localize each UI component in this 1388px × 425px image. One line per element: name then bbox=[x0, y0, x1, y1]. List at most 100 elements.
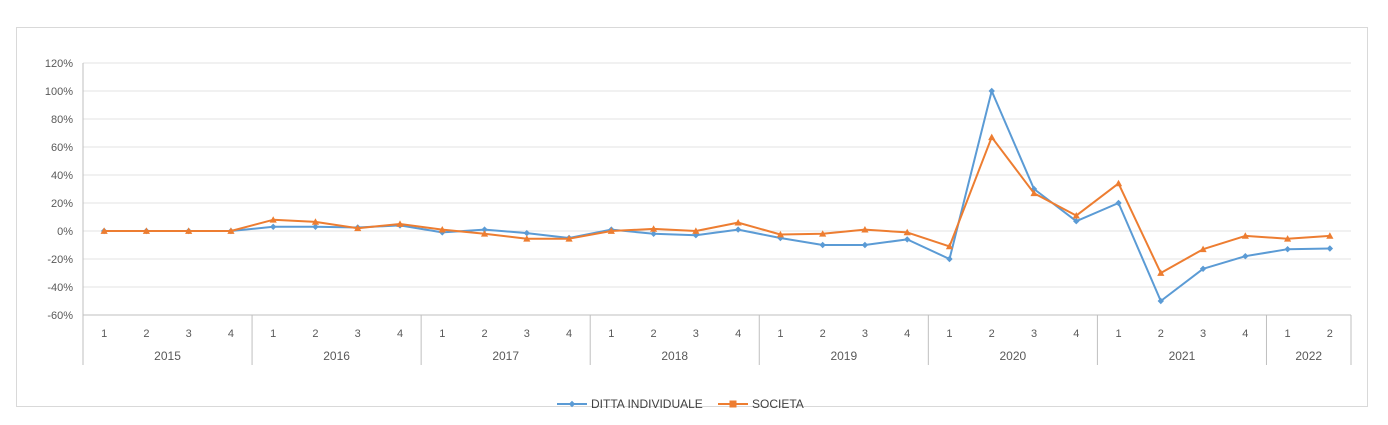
x-tick-label: 4 bbox=[397, 328, 403, 340]
data-point bbox=[481, 226, 488, 233]
data-point bbox=[396, 220, 404, 227]
data-point bbox=[1199, 245, 1207, 253]
data-point bbox=[1030, 189, 1038, 197]
x-tick-label: 4 bbox=[228, 328, 234, 340]
data-point bbox=[1284, 246, 1291, 253]
data-point bbox=[819, 230, 827, 237]
x-tick-label: 3 bbox=[1031, 328, 1037, 340]
x-tick-label: 3 bbox=[355, 328, 361, 340]
data-point bbox=[1284, 235, 1292, 242]
x-tick-label: 4 bbox=[1073, 328, 1079, 340]
y-tick-label: 120% bbox=[45, 58, 73, 70]
legend-label: DITTA INDIVIDUALE bbox=[591, 397, 703, 408]
data-point bbox=[777, 234, 784, 242]
data-point bbox=[650, 225, 658, 232]
legend-marker bbox=[568, 400, 576, 408]
data-point bbox=[565, 235, 573, 242]
series-line-societa bbox=[104, 136, 1330, 274]
x-tick-label: 1 bbox=[439, 328, 445, 340]
gridlines bbox=[83, 62, 1351, 316]
y-tick-label: 40% bbox=[51, 170, 73, 182]
axes: 120%100%80%60%40%20%0%-20%-40%-60%1 2 3 4 1 2… bbox=[45, 58, 1352, 365]
data-point bbox=[480, 230, 489, 237]
y-tick-label: 100% bbox=[45, 86, 73, 98]
legend-marker bbox=[729, 400, 737, 408]
x-tick-label: 4 bbox=[566, 328, 572, 340]
data-point bbox=[734, 219, 742, 226]
data-point bbox=[1114, 179, 1123, 187]
x-tick-label: 3 bbox=[862, 328, 868, 340]
data-point bbox=[607, 227, 615, 234]
data-point bbox=[946, 255, 953, 263]
legend-label: SOCIETA bbox=[752, 397, 804, 408]
series-line-ditta-individuale bbox=[104, 90, 1330, 302]
data-point bbox=[988, 87, 995, 95]
y-tick-label: 80% bbox=[51, 114, 73, 126]
data-point bbox=[438, 226, 446, 233]
data-point bbox=[903, 228, 911, 236]
data-point bbox=[227, 227, 235, 234]
data-point bbox=[312, 223, 319, 230]
data-point bbox=[1326, 245, 1334, 252]
x-tick-label: 4 bbox=[735, 328, 741, 340]
x-tick-label: 2 bbox=[1158, 328, 1164, 340]
x-tick-label: 4 bbox=[1242, 328, 1248, 340]
y-tick-label: -60% bbox=[47, 310, 73, 322]
x-tick-label: 1 bbox=[270, 328, 276, 340]
x-tick-label: 2 bbox=[312, 328, 318, 340]
x-tick-label: 2 bbox=[143, 328, 149, 340]
year-label: 2017 bbox=[492, 349, 519, 363]
x-tick-label: 2 bbox=[481, 328, 487, 340]
x-tick-label: 1 bbox=[101, 328, 107, 340]
x-tick-label: 1 bbox=[608, 328, 614, 340]
x-tick-label: 3 bbox=[524, 328, 530, 340]
data-point bbox=[650, 230, 657, 237]
data-point bbox=[904, 236, 911, 243]
data-point bbox=[1157, 297, 1164, 305]
data-point bbox=[311, 218, 320, 225]
line-chart: 120%100%80%60%40%20%0%-20%-40%-60%1 2 3 4 1 2… bbox=[45, 58, 1352, 408]
y-tick-label: 20% bbox=[51, 198, 73, 210]
data-point bbox=[142, 227, 150, 234]
y-tick-label: 60% bbox=[51, 142, 73, 154]
data-point bbox=[776, 230, 784, 238]
data-point bbox=[1242, 253, 1249, 260]
year-label: 2018 bbox=[661, 349, 688, 363]
data-point bbox=[1199, 265, 1207, 272]
x-tick-label: 3 bbox=[186, 328, 192, 340]
year-label: 2016 bbox=[323, 349, 350, 363]
year-label: 2015 bbox=[154, 349, 181, 363]
data-point bbox=[819, 241, 826, 249]
data-point bbox=[734, 226, 742, 233]
x-tick-label: 1 bbox=[946, 328, 952, 340]
x-tick-label: 3 bbox=[1200, 328, 1206, 340]
y-tick-label: -20% bbox=[47, 254, 73, 266]
x-tick-label: 2 bbox=[989, 328, 995, 340]
data-point bbox=[354, 224, 362, 232]
data-point bbox=[100, 227, 108, 234]
x-tick-label: 1 bbox=[1115, 328, 1121, 340]
chart-frame: 120% 100% 80% 60% 40% 20% 0% -20% -40% -60% 1 2 3 4 1 2… bbox=[16, 27, 1368, 408]
data-point bbox=[270, 223, 277, 230]
series-lines bbox=[100, 87, 1334, 305]
x-tick-label: 2 bbox=[651, 328, 657, 340]
data-point bbox=[945, 242, 954, 250]
x-tick-label: 4 bbox=[904, 328, 910, 340]
data-point bbox=[861, 226, 869, 233]
data-point bbox=[1241, 232, 1249, 239]
y-tick-label: 0% bbox=[57, 226, 73, 238]
year-label: 2022 bbox=[1295, 349, 1322, 363]
year-label: 2021 bbox=[1169, 349, 1196, 363]
data-point bbox=[988, 133, 996, 141]
data-point bbox=[1072, 212, 1080, 219]
data-point bbox=[1073, 218, 1080, 225]
x-tick-label: 2 bbox=[1327, 328, 1333, 340]
x-tick-label: 3 bbox=[693, 328, 699, 340]
data-point bbox=[1157, 269, 1165, 276]
data-point bbox=[861, 241, 869, 249]
data-point bbox=[185, 227, 193, 234]
data-point bbox=[1326, 232, 1334, 239]
data-point bbox=[692, 227, 700, 234]
year-label: 2020 bbox=[1000, 349, 1027, 363]
x-tick-label: 1 bbox=[1285, 328, 1291, 340]
